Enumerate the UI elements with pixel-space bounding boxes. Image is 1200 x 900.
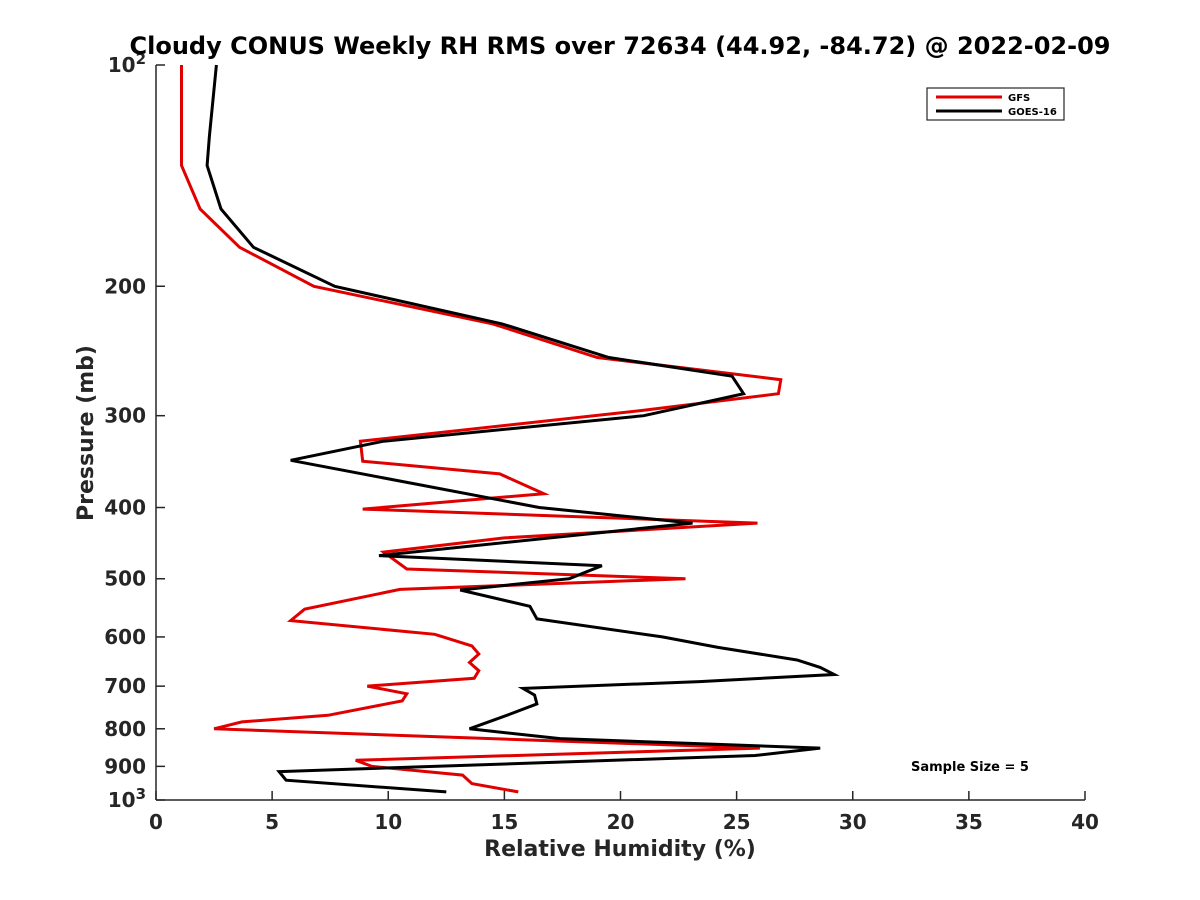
x-tick-label-4: 20: [607, 810, 635, 834]
x-tick-label-8: 40: [1071, 810, 1099, 834]
y-tick-label-4: 500: [104, 567, 146, 591]
y-tick-label-8: 900: [104, 754, 146, 778]
y-axis-title: Pressure (mb): [74, 345, 99, 521]
y-tick-label-3: 400: [104, 496, 146, 520]
x-tick-label-6: 30: [839, 810, 867, 834]
legend-label-gfs: GFS: [1008, 93, 1030, 104]
series-line-goes16: [205, 64, 840, 794]
y-tick-label-2: 300: [104, 404, 146, 428]
series-line-gfs: [180, 65, 783, 794]
y-tick-label-9: 103: [108, 785, 146, 812]
legend-label-goes16: GOES-16: [1008, 107, 1057, 118]
legend-box: [926, 87, 1065, 121]
x-tick-label-2: 10: [374, 810, 402, 834]
legend: GFS GOES-16: [926, 87, 1065, 121]
axes-layer: [155, 65, 1085, 801]
x-tick-label-3: 15: [490, 810, 518, 834]
x-tick-label-1: 5: [265, 810, 279, 834]
y-tick-label-6: 700: [104, 674, 146, 698]
y-tick-label-1: 200: [104, 274, 146, 298]
sample-size-annotation: Sample Size = 5: [911, 760, 1029, 775]
y-tick-label-7: 800: [104, 717, 146, 741]
y-tick-label-5: 600: [104, 625, 146, 649]
x-tick-label-5: 25: [723, 810, 751, 834]
x-tick-label-0: 0: [149, 810, 163, 834]
x-ticks: 0 5 10 15 20 25 30 35 40: [149, 791, 1099, 834]
x-axis-title: Relative Humidity (%): [484, 837, 756, 862]
series-layer: [180, 64, 840, 794]
x-tick-label-7: 35: [955, 810, 983, 834]
chart-title: Cloudy CONUS Weekly RH RMS over 72634 (4…: [130, 32, 1111, 60]
